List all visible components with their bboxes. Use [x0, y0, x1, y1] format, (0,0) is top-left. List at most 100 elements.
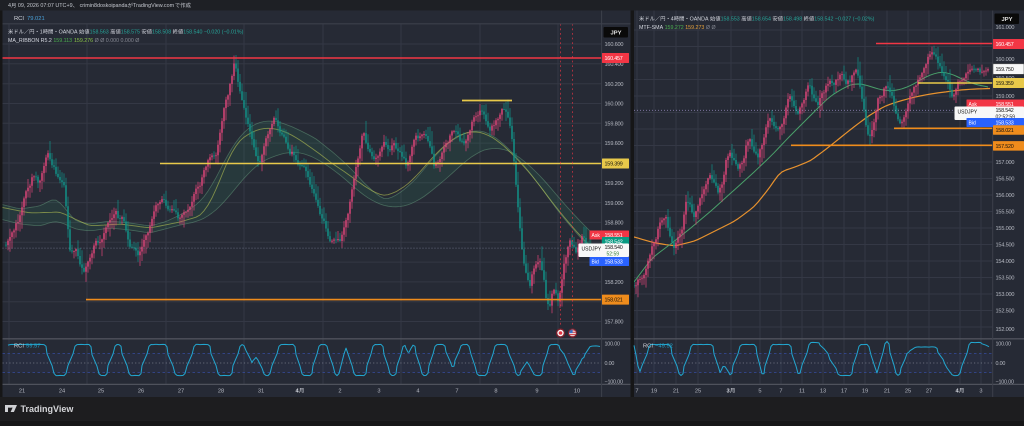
svg-text:159.359: 159.359: [996, 81, 1014, 87]
svg-text:RCI: RCI: [14, 16, 24, 22]
svg-text:MTF-SMA: MTF-SMA: [639, 25, 664, 31]
svg-text:5: 5: [758, 389, 761, 395]
svg-text:21: 21: [884, 389, 890, 395]
svg-text:158.542: 158.542: [814, 17, 833, 23]
svg-text:157.000: 157.000: [996, 160, 1015, 166]
svg-text:155.500: 155.500: [996, 210, 1015, 216]
svg-text:158.508: 158.508: [152, 30, 171, 36]
svg-text:7: 7: [635, 389, 638, 395]
svg-text:27: 27: [926, 389, 932, 395]
svg-text:21: 21: [673, 389, 679, 395]
svg-text:OANDA: OANDA: [59, 30, 78, 36]
svg-text:157.520: 157.520: [996, 144, 1014, 150]
svg-text:158.654: 158.654: [752, 17, 771, 23]
svg-text:158.575: 158.575: [121, 30, 140, 36]
svg-text:160.000: 160.000: [605, 102, 624, 108]
svg-text:158.021: 158.021: [996, 128, 1014, 134]
svg-text:159.000: 159.000: [996, 94, 1015, 100]
svg-text:3: 3: [979, 389, 982, 395]
svg-text:158.021: 158.021: [605, 298, 623, 304]
svg-text:59.57: 59.57: [26, 344, 41, 350]
svg-text:159.000: 159.000: [605, 201, 624, 207]
svg-text:17: 17: [841, 389, 847, 395]
svg-text:24: 24: [59, 389, 65, 395]
svg-text:159.800: 159.800: [605, 122, 624, 128]
svg-text:OANDA: OANDA: [690, 17, 709, 23]
svg-text:4: 4: [671, 17, 674, 23]
svg-text:100.00: 100.00: [996, 342, 1011, 348]
svg-text:31: 31: [258, 389, 264, 395]
svg-text:160.457: 160.457: [605, 56, 623, 62]
svg-text:10: 10: [574, 389, 580, 395]
svg-text:7: 7: [455, 389, 458, 395]
svg-text:JPY: JPY: [611, 31, 622, 37]
svg-text:−0.027 (−0.02%): −0.027 (−0.02%): [835, 17, 875, 23]
svg-text:3: 3: [377, 389, 380, 395]
svg-text:28: 28: [218, 389, 224, 395]
svg-text:13: 13: [820, 389, 826, 395]
svg-text:158.563: 158.563: [90, 30, 109, 36]
svg-text:JPY: JPY: [1002, 17, 1013, 23]
svg-text:160.400: 160.400: [605, 62, 624, 68]
svg-text:TradingView: TradingView: [21, 404, 75, 414]
svg-text:153.000: 153.000: [996, 292, 1015, 298]
svg-text:USDJPY: USDJPY: [958, 109, 978, 115]
svg-text:25: 25: [695, 389, 701, 395]
svg-text:158.498: 158.498: [783, 17, 802, 23]
svg-text:Ask: Ask: [592, 233, 601, 239]
svg-text:158.540: 158.540: [605, 245, 623, 251]
svg-text:Ø Ø 0.000 0.000 Ø: Ø Ø 0.000 0.000 Ø: [95, 38, 140, 44]
svg-text:4: 4: [416, 389, 419, 395]
svg-text:−100.00: −100.00: [996, 380, 1014, 386]
svg-text:−0.020 (−0.01%): −0.020 (−0.01%): [204, 30, 244, 36]
svg-text:160.600: 160.600: [605, 42, 624, 48]
svg-text:3: 3: [727, 389, 730, 395]
svg-text:159.750: 159.750: [996, 67, 1014, 73]
svg-text:160.200: 160.200: [605, 82, 624, 88]
svg-text:25: 25: [905, 389, 911, 395]
svg-text:27: 27: [178, 389, 184, 395]
svg-text:100.00: 100.00: [605, 342, 620, 348]
svg-text:52:59: 52:59: [607, 251, 620, 257]
svg-text:160.457: 160.457: [996, 42, 1014, 48]
svg-text:0.00: 0.00: [996, 361, 1006, 367]
svg-text:2: 2: [338, 389, 341, 395]
svg-text:Bid: Bid: [969, 120, 976, 126]
svg-text:159.600: 159.600: [605, 141, 624, 147]
svg-text:159.200: 159.200: [605, 181, 624, 187]
svg-text:USDJPY: USDJPY: [582, 246, 602, 252]
svg-text:157.800: 157.800: [605, 320, 624, 326]
svg-text:158.533: 158.533: [605, 260, 623, 266]
svg-text:Bid: Bid: [592, 259, 599, 265]
svg-text:25: 25: [98, 389, 104, 395]
svg-text:159.113: 159.113: [53, 38, 72, 44]
svg-text:RCI: RCI: [14, 344, 24, 350]
svg-text:156.500: 156.500: [996, 177, 1015, 183]
svg-text:19: 19: [651, 389, 657, 395]
svg-text:153.500: 153.500: [996, 276, 1015, 282]
svg-text:TradingView.com: TradingView.com: [133, 3, 175, 9]
svg-text:159.399: 159.399: [605, 162, 623, 168]
svg-text:161.000: 161.000: [996, 25, 1015, 31]
svg-text:8: 8: [494, 389, 497, 395]
svg-text:crimin8doskoipanda: crimin8doskoipanda: [80, 3, 128, 9]
svg-text:159.276: 159.276: [74, 38, 93, 44]
svg-text:Ø Ø: Ø Ø: [706, 25, 716, 31]
svg-text:7: 7: [779, 389, 782, 395]
svg-text:4: 4: [8, 3, 11, 9]
svg-text:19: 19: [862, 389, 868, 395]
svg-text:154.000: 154.000: [996, 259, 1015, 265]
svg-text:26: 26: [138, 389, 144, 395]
svg-text:79.021: 79.021: [27, 16, 45, 22]
svg-text:152.000: 152.000: [996, 327, 1015, 333]
svg-text:158.542: 158.542: [996, 108, 1014, 114]
svg-text:158.553: 158.553: [721, 17, 740, 23]
svg-text:158.540: 158.540: [183, 30, 202, 36]
svg-text:160.000: 160.000: [996, 57, 1015, 63]
svg-text:09, 2026 07:07 UTC+9: 09, 2026 07:07 UTC+9: [18, 3, 73, 9]
svg-text:0.00: 0.00: [605, 361, 615, 367]
svg-text:159.273: 159.273: [685, 25, 704, 31]
svg-text:158.800: 158.800: [605, 221, 624, 227]
svg-text:21: 21: [19, 389, 25, 395]
svg-text:158.200: 158.200: [605, 280, 624, 286]
